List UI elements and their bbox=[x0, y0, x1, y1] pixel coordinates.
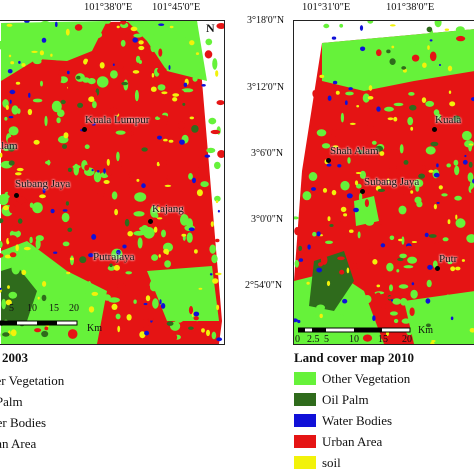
lon-label: 101°31'0"E bbox=[302, 2, 351, 13]
north-arrow-icon: N bbox=[206, 21, 215, 35]
scale-label: 2.5 bbox=[307, 334, 320, 345]
legend-item: Water Bodies bbox=[294, 410, 410, 431]
scale-bar bbox=[298, 327, 411, 333]
place-marker bbox=[435, 266, 440, 271]
scale-unit: Km bbox=[87, 323, 102, 334]
place-marker bbox=[148, 219, 153, 224]
map-panel-2003: 101°38'0"E 101°45'0"E N Kuala Lumpur Sha… bbox=[0, 0, 228, 474]
scale-label: 0 bbox=[295, 334, 300, 345]
legend-item: Other Vegetation bbox=[294, 368, 410, 389]
lat-label: 3°0'0"N bbox=[251, 214, 284, 225]
place-label-kuala: Kuala bbox=[435, 114, 462, 126]
scale-label: 20 bbox=[402, 334, 412, 345]
scale-label: 15 bbox=[49, 303, 59, 314]
map-2003-svg bbox=[0, 21, 224, 344]
legend-item: soil bbox=[294, 452, 410, 473]
place-label-kuala-lumpur: Kuala Lumpur bbox=[85, 114, 150, 126]
scale-label: 5 bbox=[9, 303, 14, 314]
place-marker bbox=[82, 127, 87, 132]
place-label-putrajaya: Putr bbox=[439, 253, 458, 265]
legend-label: Oil Palm bbox=[0, 393, 23, 409]
legend-item: Other Vegetation bbox=[0, 370, 64, 391]
legend-2010: Other Vegetation Oil Palm Water Bodies U… bbox=[294, 368, 410, 473]
lon-label: 101°38'0"E bbox=[84, 2, 133, 13]
place-label-kajang: Kajang bbox=[152, 203, 184, 215]
legend-2003: Other Vegetation Oil Palm Water Bodies U… bbox=[0, 370, 64, 454]
place-label-shah-alam: Shah Alam bbox=[0, 140, 18, 152]
land-cover-map-2003: N Kuala Lumpur Shah Alam Subang Jaya Kaj… bbox=[0, 20, 225, 345]
lon-label: 101°45'0"E bbox=[152, 2, 201, 13]
place-marker bbox=[14, 193, 19, 198]
scale-label: 20 bbox=[69, 303, 79, 314]
scale-unit: Km bbox=[418, 325, 433, 336]
legend-swatch bbox=[294, 393, 316, 406]
legend-label: Oil Palm bbox=[322, 391, 369, 407]
legend-item: Oil Palm bbox=[0, 391, 64, 412]
lat-label: 3°6'0"N bbox=[251, 148, 284, 159]
place-label-subang-jaya: Subang Jaya bbox=[15, 178, 71, 190]
legend-title-2003: Land cover map 2003 bbox=[0, 350, 29, 365]
map-2010-svg bbox=[294, 21, 474, 344]
scale-label: 5 bbox=[324, 334, 329, 345]
legend-label: Urban Area bbox=[0, 435, 37, 451]
legend-item: Urban Area bbox=[294, 431, 410, 452]
lat-label: 2°54'0"N bbox=[245, 280, 283, 291]
land-cover-map-2010: Kuala Shah Alam Subang Jaya Putr 0 2.5 5… bbox=[293, 20, 474, 345]
scale-label: 10 bbox=[27, 303, 37, 314]
place-marker bbox=[432, 127, 437, 132]
legend-label: soil bbox=[322, 454, 341, 470]
legend-item: Urban Area bbox=[0, 433, 64, 454]
legend-swatch bbox=[294, 372, 316, 385]
legend-title-2010: Land cover map 2010 bbox=[294, 350, 415, 365]
legend-swatch bbox=[294, 414, 316, 427]
map-panel-2010: 101°31'0"E 101°38'0"E 3°18'0"N 3°12'0"N … bbox=[238, 0, 474, 474]
scale-label: 10 bbox=[349, 334, 359, 345]
legend-item: Water Bodies bbox=[0, 412, 64, 433]
legend-item: Oil Palm bbox=[294, 389, 410, 410]
legend-label: Urban Area bbox=[322, 433, 383, 449]
place-label-subang-jaya: Subang Jaya bbox=[364, 176, 420, 188]
legend-label: Water Bodies bbox=[0, 414, 47, 430]
legend-swatch bbox=[294, 435, 316, 448]
legend-label: Other Vegetation bbox=[0, 372, 65, 388]
scale-label: 15 bbox=[378, 334, 388, 345]
lon-label: 101°38'0"E bbox=[386, 2, 435, 13]
legend-label: Water Bodies bbox=[322, 412, 393, 428]
lat-label: 3°18'0"N bbox=[247, 15, 285, 26]
legend-swatch bbox=[294, 456, 316, 469]
place-marker bbox=[326, 158, 331, 163]
scale-bar bbox=[0, 320, 78, 326]
place-marker bbox=[360, 189, 365, 194]
lat-label: 3°12'0"N bbox=[247, 82, 285, 93]
place-label-putrajaya: Putrajaya bbox=[93, 251, 135, 263]
place-label-shah-alam: Shah Alam bbox=[330, 145, 379, 157]
legend-label: Other Vegetation bbox=[322, 370, 411, 386]
